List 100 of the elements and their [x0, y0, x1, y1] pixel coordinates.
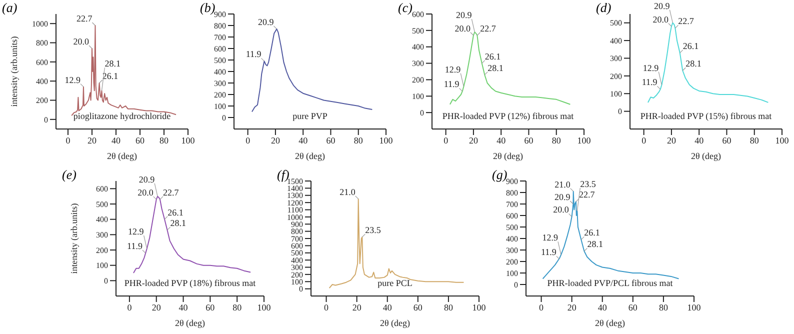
x-tick-label: 40 [178, 302, 188, 312]
annotation: 11.9 [642, 77, 658, 88]
x-tick-label: 100 [687, 302, 702, 312]
y-tick-label: 100 [96, 261, 108, 270]
annotation: 20.0 [454, 23, 471, 34]
y-tick-label: 500 [610, 18, 622, 28]
x-tick-label: 100 [181, 135, 196, 146]
x-tick-label: 60 [136, 135, 145, 146]
x-tick-label: 100 [775, 135, 790, 146]
annotation: 20.9 [554, 192, 571, 202]
annotation: 21.0 [554, 179, 571, 190]
annotation: 22.7 [162, 187, 180, 198]
annotation: 20.0 [73, 36, 90, 46]
y-tick-label: 300 [214, 78, 226, 88]
annotation: PHR-loaded PVP (15%) fibrous mat [639, 111, 773, 121]
y-tick-label: 300 [291, 263, 303, 272]
chart-title: (e) [62, 167, 76, 183]
y-tick-label: 0 [222, 113, 226, 122]
chart-title: (g) [492, 167, 508, 182]
y-tick-label: 400 [291, 256, 303, 265]
y-tick-label: 600 [96, 184, 108, 194]
chart-title: (c) [398, 0, 412, 15]
annotation: 23.5 [580, 178, 596, 189]
y-tick-label: 1500 [287, 176, 303, 186]
annotation: 26.1 [102, 71, 118, 81]
annotation: 22.7 [678, 16, 694, 26]
annotation: 12.9 [542, 232, 558, 243]
annotation: PHR-loaded PVP (18%) fibrous mat [123, 278, 257, 288]
annotation: 26.1 [682, 40, 699, 51]
y-tick-label: 1000 [32, 19, 48, 28]
x-tick-label: 40 [382, 302, 392, 312]
y-tick-label: 500 [96, 200, 108, 209]
x-axis-title: 2θ (deg) [174, 318, 206, 328]
x-tick-label: 0 [444, 135, 449, 146]
y-tick-label: 1200 [287, 198, 303, 208]
x-tick-label: 20 [666, 135, 676, 146]
y-tick-label: 500 [506, 222, 518, 232]
annotation: 12.9 [642, 62, 660, 73]
annotation: 20.0 [553, 204, 570, 215]
y-tick-label: 300 [412, 59, 424, 68]
y-tick-label: 0 [618, 107, 622, 116]
y-tick-label: 200 [506, 257, 518, 266]
y-axis-title: intensity (arb.units) [69, 203, 80, 274]
annotation: 28.1 [104, 58, 120, 69]
y-tick-label: 100 [412, 92, 424, 101]
y-tick-label: 200 [412, 76, 424, 85]
annotation: 20.0 [138, 187, 154, 198]
y-tick-label: 0 [420, 108, 424, 118]
annotation: 11.9 [127, 241, 143, 252]
x-tick-label: 20 [270, 135, 280, 146]
y-tick-label: 0 [44, 115, 48, 124]
y-tick-label: 200 [610, 72, 622, 81]
annotation: 28.1 [587, 239, 603, 250]
x-tick-label: 80 [444, 302, 454, 312]
annotation: pure PCL [376, 278, 414, 288]
x-tick-label: 0 [642, 135, 647, 146]
annotation: PHR-loaded PVP (12%) fibrous mat [441, 111, 575, 121]
x-tick-label: 40 [496, 135, 506, 146]
annotation: 26.1 [584, 228, 600, 238]
y-tick-label: 0 [514, 280, 518, 290]
y-tick-label: 800 [214, 21, 226, 30]
y-tick-label: 1000 [287, 212, 303, 222]
x-tick-label: 20 [152, 302, 162, 312]
annotation: 22.7 [578, 190, 596, 200]
x-tick-label: 100 [472, 302, 486, 312]
x-tick-label: 80 [552, 135, 562, 146]
line-series [328, 198, 464, 289]
x-tick-label: 100 [577, 135, 592, 146]
y-tick-label: 200 [214, 90, 226, 100]
y-tick-label: 1100 [287, 206, 303, 215]
annotation: PHR-loaded PVP/PCL fibrous mat [546, 278, 674, 288]
line-series [542, 190, 680, 280]
y-tick-label: 1300 [287, 191, 303, 200]
annotation: 20.9 [654, 0, 670, 11]
chart-title: (d) [596, 0, 612, 16]
x-tick-label: 20 [352, 302, 362, 312]
y-tick-label: 500 [291, 248, 303, 258]
chart-title: (b) [200, 0, 216, 15]
x-axis-title: 2θ (deg) [380, 318, 410, 328]
y-tick-label: 700 [291, 234, 303, 244]
x-tick-label: 60 [206, 302, 216, 312]
x-tick-label: 80 [160, 135, 169, 146]
annotation: 20.0 [652, 14, 669, 24]
y-tick-label: 600 [36, 58, 48, 67]
x-tick-label: 40 [112, 135, 121, 146]
x-tick-label: 80 [232, 302, 242, 312]
x-tick-label: 60 [628, 302, 638, 312]
annotation: 23.5 [365, 225, 382, 236]
y-tick-label: 700 [506, 200, 518, 209]
y-tick-label: 300 [610, 54, 622, 64]
x-tick-label: 60 [413, 302, 423, 312]
x-tick-label: 20 [468, 135, 478, 146]
x-tick-label: 40 [694, 135, 704, 146]
y-tick-label: 900 [291, 220, 303, 229]
annotation: 12.9 [128, 226, 144, 236]
annotation: 26.1 [168, 207, 184, 218]
x-tick-label: 0 [66, 135, 71, 146]
x-axis-title: 2θ (deg) [690, 151, 722, 161]
x-tick-label: 80 [658, 302, 668, 312]
x-tick-label: 60 [722, 135, 732, 146]
